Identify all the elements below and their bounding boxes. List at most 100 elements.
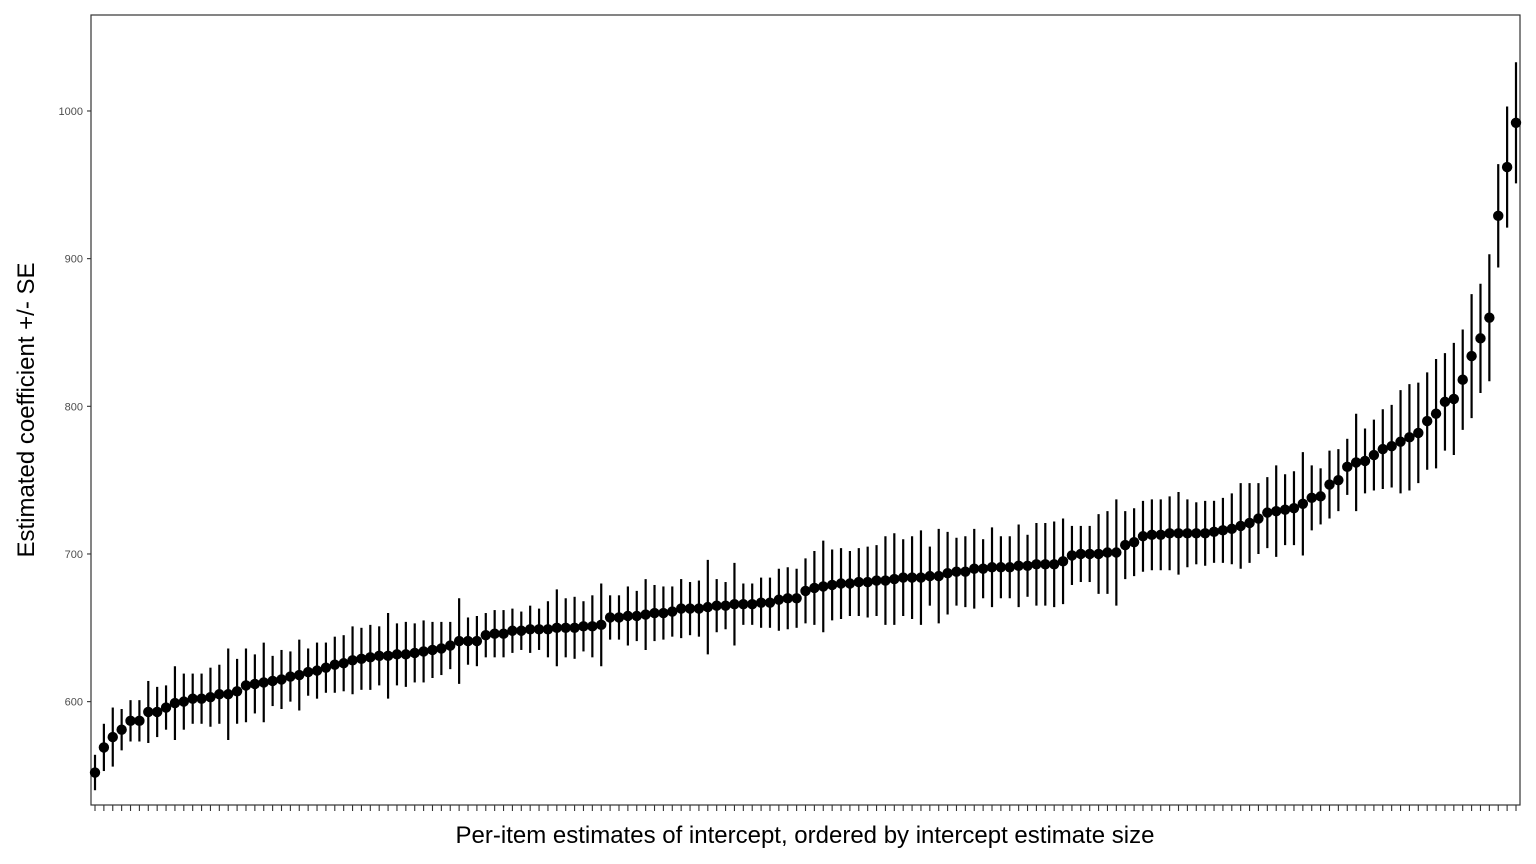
data-point [818,581,829,592]
data-point [1484,312,1495,323]
y-tick-label: 700 [65,549,83,561]
x-axis-label: Per-item estimates of intercept, ordered… [456,822,1155,849]
data-point [791,593,802,604]
data-point [977,563,989,574]
data-point [711,600,722,611]
data-point [969,563,980,574]
data-point [1386,440,1397,452]
data-point [729,598,740,610]
data-point [533,624,545,635]
data-point [826,579,838,591]
data-point [596,619,607,631]
data-point [649,607,660,619]
data-point [604,612,616,623]
data-point [1342,461,1353,473]
data-point [1368,449,1380,461]
data-point [498,628,509,639]
data-point [986,562,998,573]
data-point [1155,529,1166,540]
data-point [462,635,474,647]
data-point [1333,474,1344,486]
data-point [1404,432,1415,443]
data-point [1413,427,1424,439]
data-point [116,724,127,735]
data-point [285,671,296,682]
data-point [755,597,767,608]
data-point [1439,396,1451,408]
data-point [1448,393,1460,405]
data-point [1137,531,1149,542]
data-point [1475,333,1486,344]
points [89,117,1522,778]
data-point [1297,498,1309,509]
data-point [862,576,873,588]
data-point [1146,529,1158,540]
data-point [214,689,225,700]
data-point [125,715,136,727]
data-point [365,652,376,663]
data-point [1075,548,1087,560]
data-point [560,622,571,634]
data-point [622,610,634,622]
data-point [151,706,163,718]
data-point [951,566,962,577]
data-point [1279,504,1291,515]
data-point [1066,550,1078,561]
data-point [835,578,847,589]
plot-panel [90,14,1521,806]
data-point [933,570,944,582]
data-point [382,650,394,662]
data-point [436,643,447,654]
data-point [871,575,882,586]
data-point [507,625,518,636]
data-point [720,600,731,611]
data-point [1128,536,1140,548]
y-tick-label: 900 [65,254,83,266]
data-point [302,666,314,678]
data-point [1057,556,1069,567]
data-point [329,659,340,670]
data-point [897,572,909,583]
data-point [782,593,793,604]
data-point [1031,559,1042,570]
data-point [1208,526,1220,538]
data-point [738,598,749,610]
y-tick-label: 800 [65,401,83,413]
data-point [844,578,856,589]
data-point [1493,210,1504,222]
data-point [516,625,527,636]
data-point [276,674,287,685]
data-point [1217,525,1229,536]
data-point [445,640,456,651]
data-point [338,658,349,669]
data-point [169,697,181,709]
data-point [1457,374,1468,385]
data-point [587,621,598,632]
data-point [631,610,642,622]
data-point [800,585,811,597]
data-point [684,603,696,614]
data-point [427,644,438,656]
data-point [960,566,971,577]
data-point [480,629,491,641]
data-point [196,693,207,704]
data-point [569,622,580,634]
data-point [311,665,323,676]
data-point [1164,528,1175,539]
data-point [409,647,420,659]
data-point [551,622,563,634]
data-point [205,692,216,703]
y-tick-label: 600 [65,697,83,709]
data-point [1226,523,1238,535]
data-point [640,609,651,620]
data-point [658,607,669,619]
data-point [1377,443,1388,455]
data-point [1359,455,1371,467]
data-point [1199,528,1211,539]
data-point [267,675,278,687]
data-point [809,582,820,594]
data-point [178,696,190,707]
data-point [1430,408,1442,419]
data-point [1040,559,1051,570]
